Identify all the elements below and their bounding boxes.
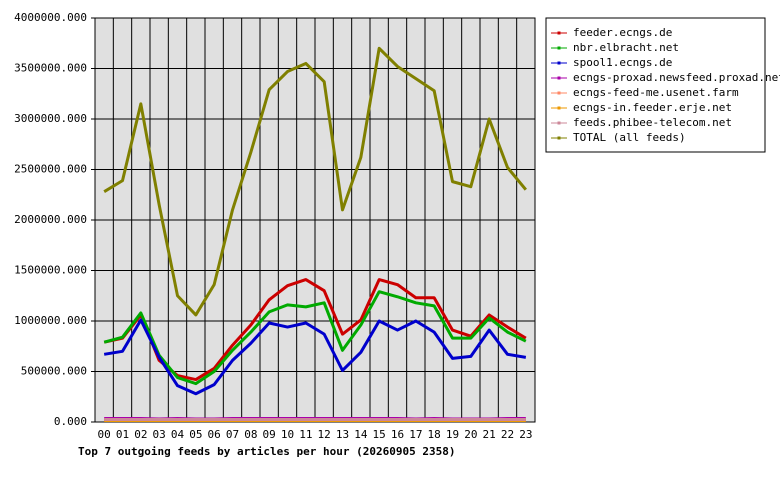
x-tick-label: 00 xyxy=(98,428,111,441)
x-tick-label: 23 xyxy=(519,428,532,441)
x-tick-label: 10 xyxy=(281,428,294,441)
x-tick-label: 03 xyxy=(153,428,166,441)
legend-label: ecngs-proxad.newsfeed.proxad.net xyxy=(573,71,780,84)
legend-label: feeder.ecngs.de xyxy=(573,26,672,39)
x-tick-label: 20 xyxy=(464,428,477,441)
x-tick-label: 18 xyxy=(428,428,441,441)
x-tick-label: 21 xyxy=(483,428,496,441)
y-tick-label: 3000000.000 xyxy=(14,112,87,125)
x-tick-label: 19 xyxy=(446,428,459,441)
y-tick-label: 1000000.000 xyxy=(14,314,87,327)
y-tick-label: 3500000.000 xyxy=(14,62,87,75)
series-line xyxy=(103,290,527,386)
x-tick-label: 16 xyxy=(391,428,404,441)
x-tick-label: 01 xyxy=(116,428,129,441)
y-tick-label: 500000.000 xyxy=(21,365,87,378)
legend-marker xyxy=(557,136,561,140)
x-tick-label: 22 xyxy=(501,428,514,441)
x-tick-label: 06 xyxy=(208,428,221,441)
y-tick-label: 2500000.000 xyxy=(14,163,87,176)
y-tick-label: 2000000.000 xyxy=(14,213,87,226)
x-tick-label: 04 xyxy=(171,428,185,441)
legend-label: ecngs-in.feeder.erje.net xyxy=(573,101,732,114)
x-tick-label: 17 xyxy=(409,428,422,441)
x-tick-label: 07 xyxy=(226,428,239,441)
x-tick-label: 15 xyxy=(373,428,386,441)
x-tick-label: 02 xyxy=(134,428,147,441)
y-tick-label: 0.000 xyxy=(54,415,87,428)
y-tick-label: 1500000.000 xyxy=(14,264,87,277)
x-tick-label: 11 xyxy=(299,428,312,441)
x-tick-label: 08 xyxy=(244,428,257,441)
legend-label: TOTAL (all feeds) xyxy=(573,131,686,144)
legend-marker xyxy=(557,76,561,80)
legend xyxy=(545,17,766,153)
legend-marker xyxy=(557,46,561,50)
chart-title: Top 7 outgoing feeds by articles per hou… xyxy=(78,445,456,458)
y-tick-label: 4000000.000 xyxy=(14,11,87,24)
legend-label: feeds.phibee-telecom.net xyxy=(573,116,732,129)
x-tick-label: 14 xyxy=(354,428,368,441)
legend-marker xyxy=(557,106,561,110)
legend-marker xyxy=(557,31,561,35)
legend-marker xyxy=(557,61,561,65)
series-line xyxy=(103,46,527,317)
legend-marker xyxy=(557,91,561,95)
x-tick-label: 05 xyxy=(189,428,202,441)
legend-label: nbr.elbracht.net xyxy=(573,41,679,54)
series-line xyxy=(103,318,527,396)
x-tick-label: 12 xyxy=(318,428,331,441)
x-tick-label: 13 xyxy=(336,428,349,441)
legend-label: ecngs-feed-me.usenet.farm xyxy=(573,86,739,99)
x-tick-label: 09 xyxy=(263,428,276,441)
legend-label: spool1.ecngs.de xyxy=(573,56,672,69)
legend-marker xyxy=(557,121,561,125)
